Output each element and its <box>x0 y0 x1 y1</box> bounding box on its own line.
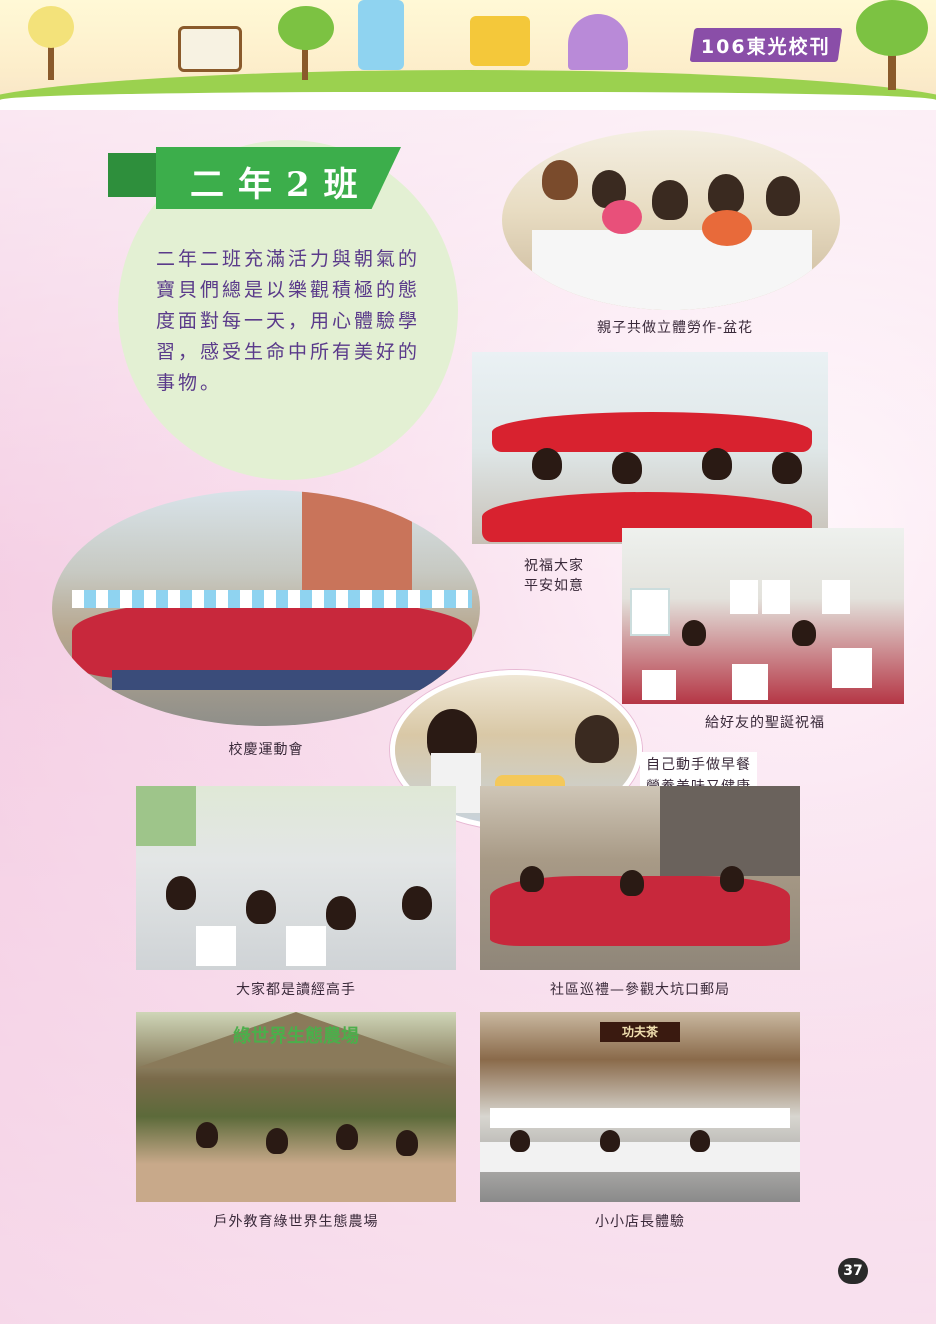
journal-tag: 106東光校刊 <box>689 28 843 62</box>
hopscotch-icon <box>470 16 530 66</box>
photo-eco-farm: 綠世界生態農場 <box>136 1012 456 1202</box>
class-title: 二年2班 <box>190 165 372 205</box>
ribbon-main: 二年2班 <box>156 147 401 209</box>
caption-eco-farm: 戶外教育綠世界生態農場 <box>213 1214 379 1230</box>
photo-shop: 功夫茶 <box>480 1012 800 1202</box>
class-title-ribbon: 二年2班 <box>108 147 403 209</box>
photo-flower-craft <box>502 130 840 310</box>
caption-blessing-line1: 祝福大家 <box>524 558 584 574</box>
easel-icon <box>178 26 242 72</box>
tree-trunk-icon <box>302 40 308 80</box>
pencil-house-icon <box>568 14 628 70</box>
photo-christmas-cards <box>622 528 904 704</box>
journal-title: 106東光校刊 <box>701 35 831 58</box>
caption-blessing-line2: 平安如意 <box>524 578 584 594</box>
header-banner: 106東光校刊 <box>0 0 936 110</box>
photo-reading <box>136 786 456 970</box>
header-hill-edge <box>0 92 936 110</box>
tree-icon <box>856 0 928 56</box>
photo-post-office <box>480 786 800 970</box>
tree-trunk-icon <box>48 40 54 80</box>
shop-sign: 功夫茶 <box>600 1022 680 1042</box>
caption-breakfast-line1: 自己動手做早餐 <box>646 757 751 773</box>
intro-text: 二年二班充滿活力與朝氣的寶貝們總是以樂觀積極的態度面對每一天，用心體驗學習，感受… <box>156 248 421 394</box>
caption-blessing: 祝福大家 平安如意 <box>504 556 604 596</box>
caption-shop: 小小店長體驗 <box>595 1214 685 1230</box>
caption-post-office: 社區巡禮—參觀大坑口郵局 <box>550 982 730 998</box>
photo-blessing-fans <box>472 352 828 544</box>
caption-christmas: 給好友的聖誕祝福 <box>705 715 825 731</box>
caption-flower-craft: 親子共做立體勞作-盆花 <box>596 320 754 336</box>
tree-icon <box>278 6 334 50</box>
page-number: 37 <box>838 1258 868 1284</box>
building-icon <box>358 0 404 70</box>
caption-sports-day: 校慶運動會 <box>228 742 304 758</box>
tree-trunk-icon <box>888 40 896 90</box>
farm-sign: 綠世界生態農場 <box>233 1026 359 1047</box>
tree-icon <box>28 6 74 48</box>
caption-reading: 大家都是讀經高手 <box>236 982 356 998</box>
